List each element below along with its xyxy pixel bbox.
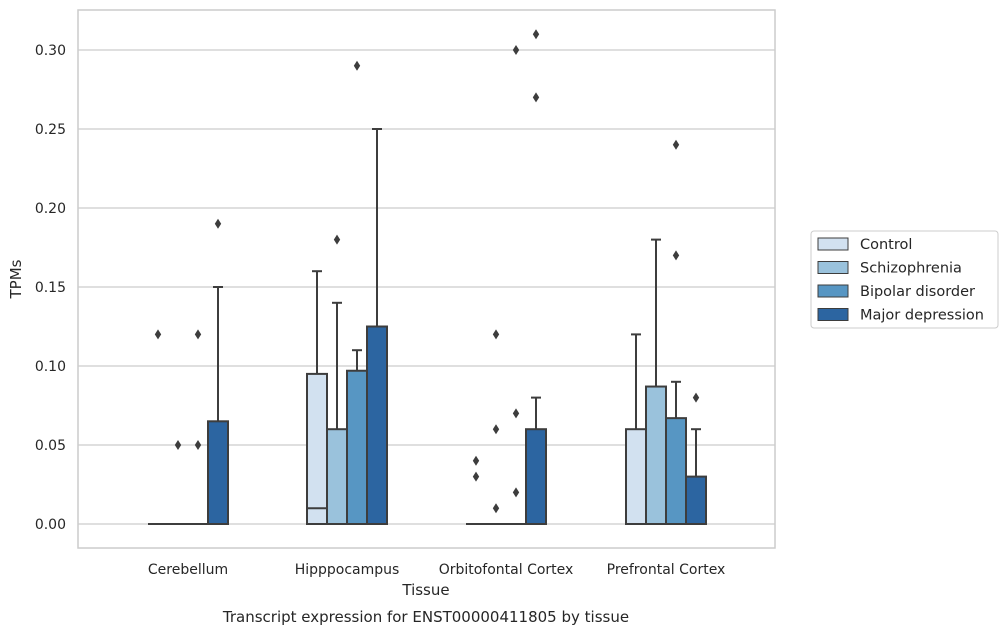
outlier-point <box>672 250 680 261</box>
y-tick-label: 0.10 <box>35 359 66 375</box>
outlier-point <box>472 471 480 482</box>
box-plot-series <box>148 29 707 526</box>
x-tick-label: Orbitofontal Cortex <box>439 562 574 578</box>
y-axis-ticks: 0.00 0.05 0.10 0.15 0.20 0.25 0.30 <box>35 43 66 533</box>
chart-caption: Transcript expression for ENST0000041180… <box>222 608 629 626</box>
legend-swatch <box>817 284 849 298</box>
legend-label: Schizophrenia <box>860 261 962 277</box>
y-tick-label: 0.30 <box>35 43 66 59</box>
outlier-point <box>692 392 700 403</box>
y-tick-label: 0.15 <box>35 280 66 296</box>
plot-frame <box>77 9 776 549</box>
box <box>625 428 647 526</box>
x-tick-label: Cerebellum <box>148 562 228 578</box>
y-tick-label: 0.25 <box>35 122 66 138</box>
outlier-point <box>333 234 341 245</box>
box <box>645 385 667 526</box>
legend-label: Major depression <box>860 308 984 324</box>
outlier-point <box>672 139 680 150</box>
series-schizophrenia <box>168 234 667 526</box>
legend-label: Bipolar disorder <box>860 284 975 300</box>
legend-frame <box>810 230 999 329</box>
outlier-point <box>512 45 520 55</box>
outlier-point <box>194 440 202 450</box>
box <box>366 325 388 525</box>
legend-swatch <box>817 308 849 321</box>
outlier-point <box>214 218 222 229</box>
outlier-point <box>532 29 540 40</box>
x-tick-label: Prefrontal Cortex <box>607 562 726 578</box>
box <box>346 369 368 525</box>
outlier-point <box>353 60 361 71</box>
box <box>525 428 547 526</box>
legend-swatch <box>817 261 849 274</box>
x-axis-ticks: Cerebellum Hipppocampus Orbitofontal Corte… <box>148 562 725 578</box>
outlier-point <box>194 329 202 340</box>
outlier-point <box>472 455 480 466</box>
box <box>306 372 328 525</box>
y-tick-label: 0.05 <box>35 438 66 454</box>
x-tick-label: Hipppocampus <box>295 562 400 578</box>
outlier-point <box>512 408 520 419</box>
legend-label: Control <box>860 237 912 253</box>
outlier-point <box>532 92 540 103</box>
y-tick-label: 0.20 <box>35 201 66 217</box>
legend: Control Schizophrenia Bipolar disorder Majo… <box>810 230 999 329</box>
outlier-point <box>154 329 162 340</box>
legend-swatch <box>817 237 849 251</box>
box <box>665 417 687 526</box>
grid-lines <box>78 49 775 525</box>
outlier-point <box>174 440 182 450</box>
x-axis-label: Tissue <box>401 581 449 599</box>
box <box>685 475 707 526</box>
y-axis-label: TPMs <box>7 259 25 299</box>
box <box>326 428 348 526</box>
series-bipolar-disorder <box>188 45 687 526</box>
outlier-point <box>512 487 520 498</box>
outlier-point <box>492 424 500 435</box>
box <box>207 420 229 525</box>
series-major-depression <box>207 29 707 526</box>
outlier-point <box>492 329 500 340</box>
outlier-point <box>492 503 500 514</box>
y-tick-label: 0.00 <box>35 517 66 533</box>
